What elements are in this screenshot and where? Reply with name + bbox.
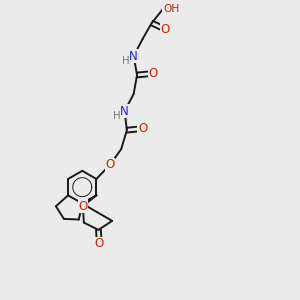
Text: O: O [161,23,170,36]
Text: OH: OH [163,4,179,14]
Text: O: O [148,67,158,80]
Text: O: O [78,200,88,213]
Text: O: O [105,158,115,171]
Text: H: H [113,111,121,121]
Text: O: O [138,122,147,135]
Text: N: N [120,105,129,118]
Text: H: H [122,56,130,66]
Text: O: O [95,237,104,250]
Text: N: N [129,50,138,63]
